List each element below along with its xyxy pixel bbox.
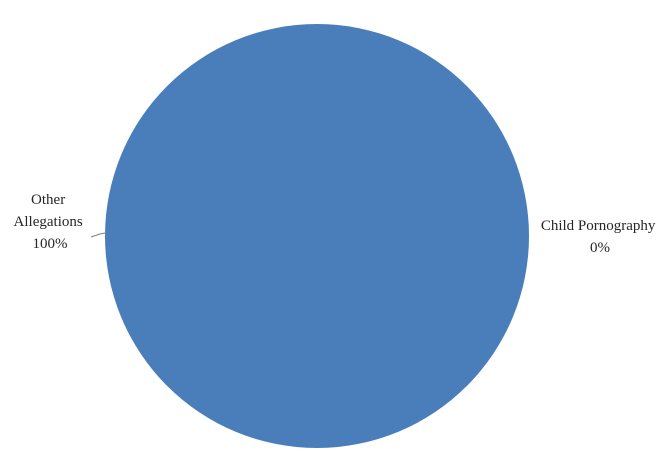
pie-slice-other-allegations (105, 24, 529, 448)
slice-label-other-allegations-line1: Other (31, 192, 65, 208)
slice-percent-other-allegations: 100% (33, 236, 68, 252)
slice-label-other-allegations: Other Allegations 100% (14, 192, 87, 252)
pie-slices (105, 24, 529, 448)
leader-line-other-allegations (90, 232, 106, 238)
slice-percent-child-pornography: 0% (590, 240, 610, 256)
slice-label-other-allegations-line2: Allegations (14, 214, 83, 230)
slice-name-child-pornography: Child Pornography (541, 218, 656, 234)
slice-label-child-pornography: Child Pornography 0% (541, 218, 659, 256)
